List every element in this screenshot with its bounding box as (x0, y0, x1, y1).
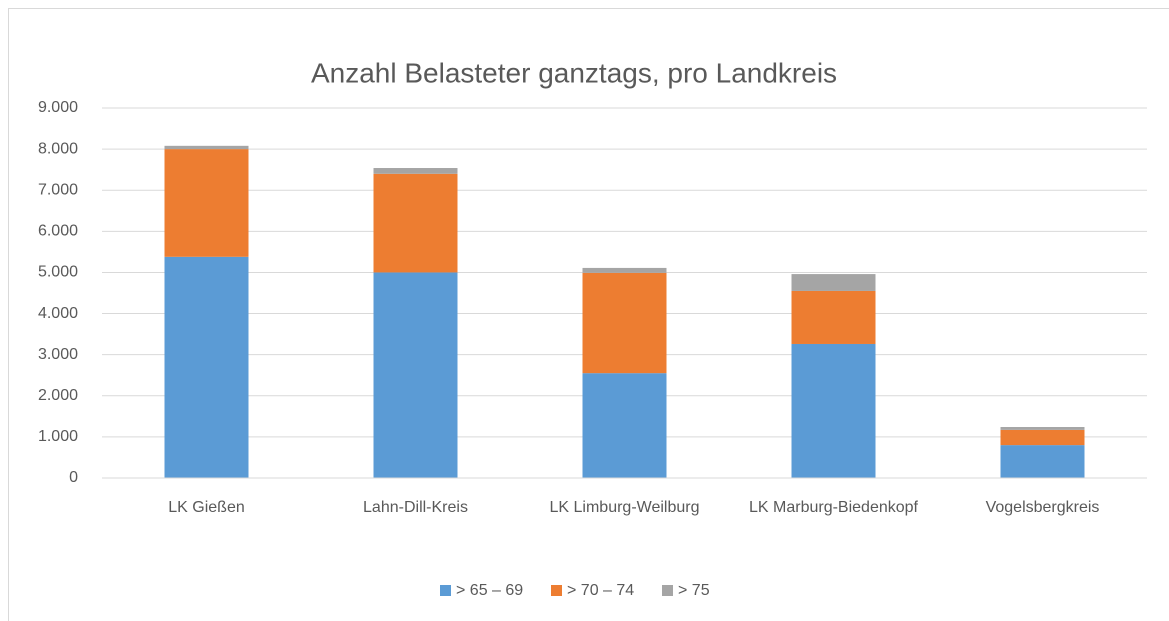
legend-label: > 75 (678, 582, 710, 599)
chart-frame (8, 8, 1169, 621)
bar-segment (1000, 429, 1085, 446)
legend-swatch (440, 585, 451, 596)
x-tick-label: LK Marburg-Biedenkopf (749, 499, 918, 516)
y-tick-label: 5.000 (38, 264, 78, 281)
x-tick-label: LK Gießen (168, 499, 245, 516)
y-tick-label: 4.000 (38, 305, 78, 322)
chart-title: Anzahl Belasteter ganztags, pro Landkrei… (311, 57, 837, 88)
bar-segment (582, 373, 667, 478)
legend-label: > 65 – 69 (456, 582, 523, 599)
y-tick-label: 7.000 (38, 181, 78, 198)
y-tick-label: 0 (69, 469, 78, 486)
y-tick-label: 9.000 (38, 99, 78, 116)
bar-segment (582, 272, 667, 374)
bar-segment (582, 267, 667, 273)
y-tick-label: 3.000 (38, 346, 78, 363)
x-tick-label: Vogelsbergkreis (985, 499, 1100, 516)
bar-segment (373, 168, 458, 174)
bar-segment (1000, 427, 1085, 430)
legend-swatch (662, 585, 673, 596)
bar-segment (164, 145, 249, 150)
y-tick-label: 6.000 (38, 223, 78, 240)
y-tick-label: 1.000 (38, 428, 78, 445)
y-tick-label: 2.000 (38, 387, 78, 404)
bar-segment (164, 256, 249, 478)
legend-swatch (551, 585, 562, 596)
bar-segment (164, 149, 249, 257)
x-tick-label: Lahn-Dill-Kreis (363, 499, 468, 516)
y-tick-label: 8.000 (38, 140, 78, 157)
bar-segment (791, 274, 876, 291)
bar-segment (1000, 445, 1085, 478)
bar-segment (791, 343, 876, 478)
legend-label: > 70 – 74 (567, 582, 634, 599)
x-tick-label: LK Limburg-Weilburg (549, 499, 700, 516)
bar-segment (791, 290, 876, 344)
bar-segment (373, 272, 458, 478)
bar-segment (373, 173, 458, 273)
